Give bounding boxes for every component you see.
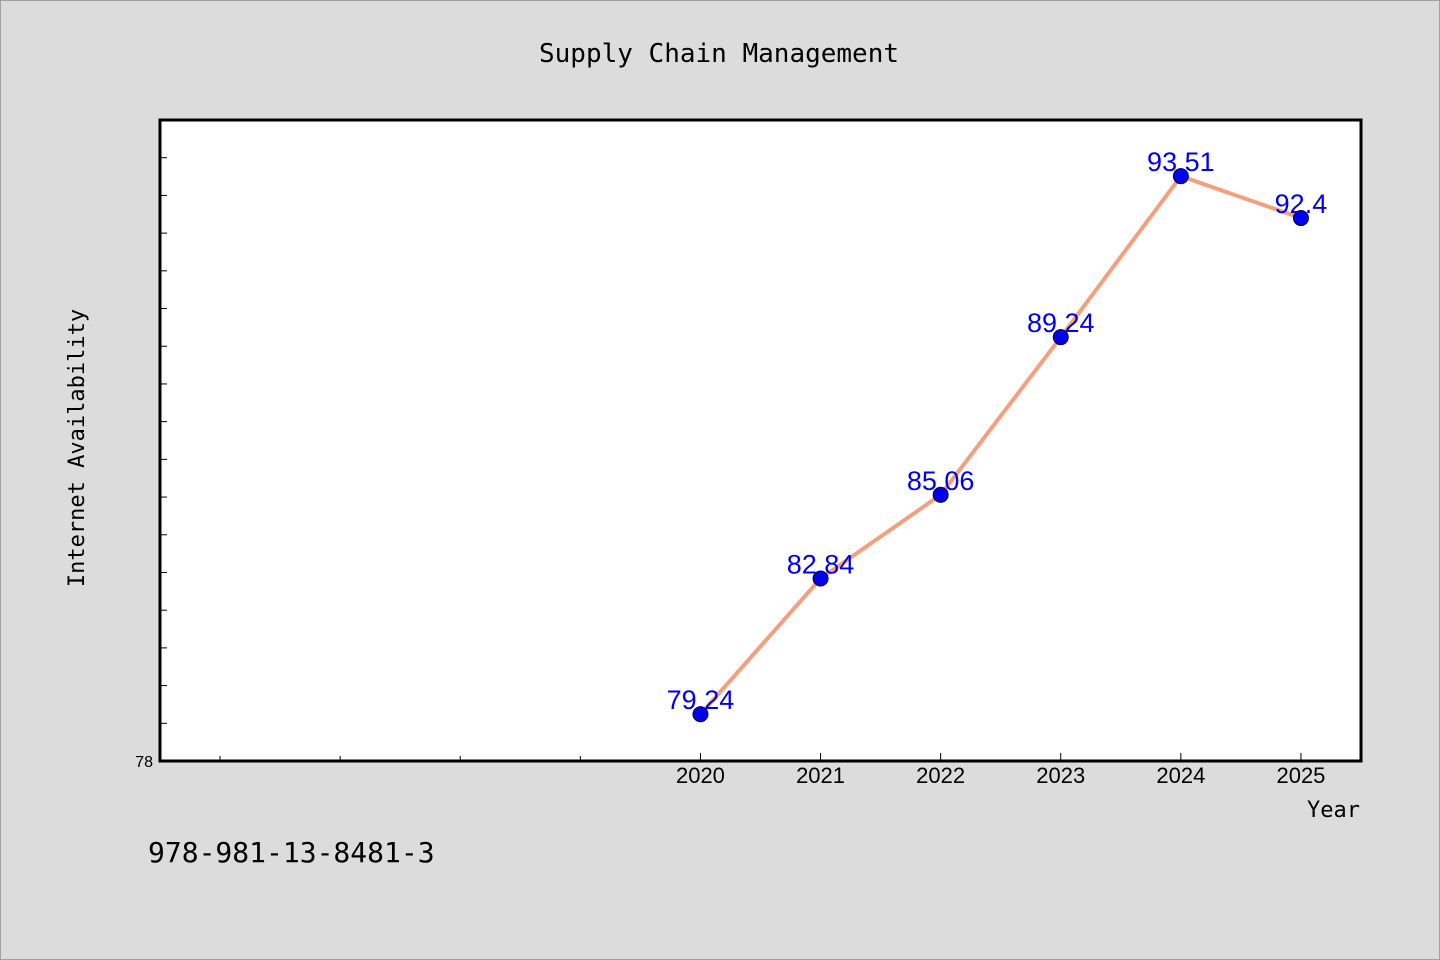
x-tick-label: 2023 [1036,763,1085,788]
data-point [692,706,709,723]
data-point [1292,210,1309,227]
data-label: 93.51 [1147,147,1215,177]
data-label: 79.24 [667,685,735,715]
y-tick-label: 78 [135,754,153,771]
series-line [698,174,1302,716]
x-tick-label: 2022 [916,763,965,788]
plot-area [158,118,1363,763]
x-tick-label: 2021 [796,763,845,788]
y-axis-ticks: 78 [135,157,167,771]
data-point [1172,168,1189,185]
chart-title: Supply Chain Management [539,39,899,69]
data-label: 82.84 [787,550,855,580]
data-point [1052,329,1069,346]
data-label: 89.24 [1027,308,1095,338]
series-layer [692,168,1309,723]
x-axis-label: Year [1307,798,1360,823]
data-point [812,570,829,587]
y-axis-label: Internet Availability [65,309,90,587]
x-tick-label: 2024 [1156,763,1205,788]
x-tick-label: 2025 [1276,763,1325,788]
footnote-text: 978-981-13-8481-3 [148,836,435,869]
data-labels: 79.24 82.84 85.06 89.24 93.51 92.4 [667,147,1328,715]
data-point [932,486,949,503]
data-label: 92.4 [1275,189,1328,219]
data-label: 85.06 [907,466,975,496]
x-axis-ticks: 2020 2021 2022 2023 2024 2025 [219,753,1325,788]
x-tick-label: 2020 [676,763,725,788]
